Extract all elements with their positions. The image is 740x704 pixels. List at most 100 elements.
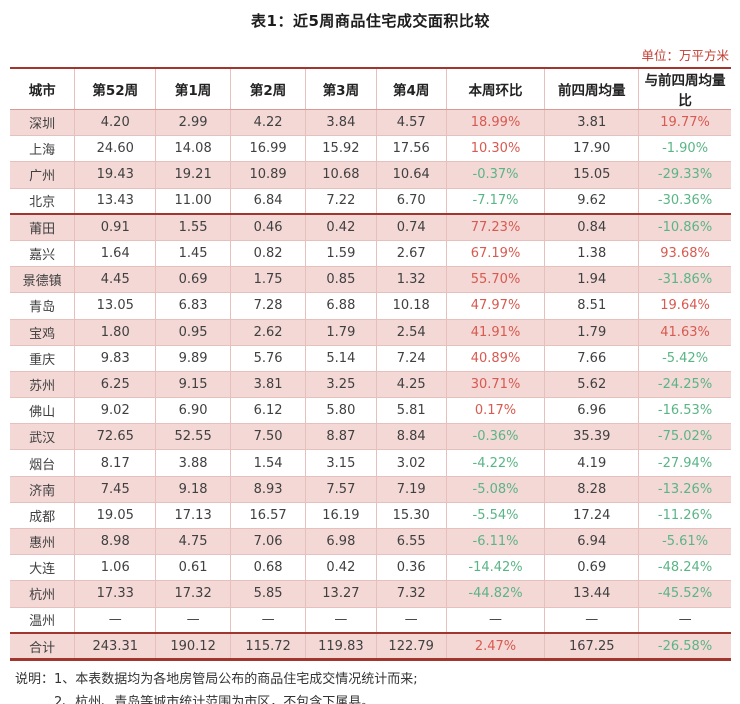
value-cell: -11.26% (638, 502, 731, 530)
value-cell: 8.87 (305, 423, 377, 451)
value-cell: -44.82% (445, 580, 545, 608)
value-cell: 1.64 (74, 240, 156, 268)
value-cell: 9.89 (155, 345, 231, 372)
value-cell: 7.24 (375, 345, 447, 372)
value-cell: — (230, 607, 306, 635)
value-cell: 17.13 (155, 502, 231, 530)
value-cell: 18.99% (445, 109, 545, 137)
notes-block: 说明： 1、本表数据均为各地房管局公布的商品住宅成交情况统计而来; 2、杭州、青岛… (15, 669, 731, 704)
value-cell: -48.24% (638, 554, 731, 582)
table-row: 嘉兴 1.64 1.45 0.82 1.59 2.67 67.19% 1.38 93.68% (10, 240, 731, 268)
value-cell: 72.65 (74, 423, 156, 451)
value-cell: -5.08% (445, 476, 545, 503)
value-cell: 2.67 (375, 240, 447, 268)
value-cell: -6.11% (445, 528, 545, 556)
value-cell: 5.14 (305, 345, 377, 372)
note-item: 2、杭州、青岛等城市统计范围为市区，不包含下属县。 (54, 694, 375, 704)
table-row: 青岛 13.05 6.83 7.28 6.88 10.18 47.97% 8.51 19.64% (10, 292, 731, 320)
note-item: 1、本表数据均为各地房管局公布的商品住宅成交情况统计而来; (54, 671, 418, 687)
value-cell: 4.45 (74, 266, 156, 294)
value-cell: 4.25 (375, 371, 447, 399)
value-cell: 1.32 (375, 266, 447, 294)
column-header: 本周环比 (445, 68, 545, 110)
value-cell: 0.42 (305, 554, 377, 582)
value-cell: 9.15 (155, 371, 231, 399)
value-cell: 9.02 (74, 397, 156, 425)
value-cell: -5.54% (445, 502, 545, 530)
value-cell: 30.71% (445, 371, 545, 399)
value-cell: 19.64% (638, 292, 731, 320)
value-cell: 167.25 (544, 633, 639, 660)
value-cell: 0.46 (230, 214, 306, 241)
value-cell: 8.84 (375, 423, 447, 451)
value-cell: 3.25 (305, 371, 377, 399)
value-cell: 17.24 (544, 502, 639, 530)
value-cell: 13.27 (305, 580, 377, 608)
table-row: 宝鸡 1.80 0.95 2.62 1.79 2.54 41.91% 1.79 41.63% (10, 319, 731, 346)
value-cell: 6.55 (375, 528, 447, 556)
value-cell: 1.06 (74, 554, 156, 582)
value-cell: 15.30 (375, 502, 447, 530)
value-cell: 6.25 (74, 371, 156, 399)
value-cell: 7.50 (230, 423, 306, 451)
value-cell: 7.19 (375, 476, 447, 503)
value-cell: 4.22 (230, 109, 306, 137)
value-cell: 52.55 (155, 423, 231, 451)
value-cell: 17.33 (74, 580, 156, 608)
value-cell: 0.95 (155, 319, 231, 346)
value-cell: 10.18 (375, 292, 447, 320)
value-cell: 119.83 (305, 633, 377, 660)
value-cell: 11.00 (155, 188, 231, 216)
value-cell: -7.17% (445, 188, 545, 216)
column-header: 与前四周均量比 (638, 68, 731, 110)
value-cell: 5.62 (544, 371, 639, 399)
value-cell: 5.76 (230, 345, 306, 372)
value-cell: 243.31 (74, 633, 156, 660)
value-cell: 10.89 (230, 161, 306, 189)
city-cell: 广州 (10, 161, 75, 189)
value-cell: — (445, 607, 545, 635)
table-row: 杭州 17.33 17.32 5.85 13.27 7.32 -44.82% 13.44 -45… (10, 580, 731, 608)
value-cell: 3.81 (230, 371, 306, 399)
value-cell: 6.70 (375, 188, 447, 216)
value-cell: 2.47% (445, 633, 545, 660)
value-cell: 0.84 (544, 214, 639, 241)
value-cell: -4.22% (445, 449, 545, 477)
column-header: 第52周 (74, 68, 156, 110)
value-cell: 7.22 (305, 188, 377, 216)
table-row: 烟台 8.17 3.88 1.54 3.15 3.02 -4.22% 4.19 -27.94% (10, 449, 731, 477)
value-cell: — (305, 607, 377, 635)
value-cell: 1.38 (544, 240, 639, 268)
table-header: 城市 第52周 第1周 第2周 第3周 第4周 本周环比 前四周均量 与前四周均量比 (10, 68, 731, 110)
table-row: 武汉 72.65 52.55 7.50 8.87 8.84 -0.36% 35.39 -75.0… (10, 423, 731, 451)
value-cell: — (638, 607, 731, 635)
city-cell: 惠州 (10, 528, 75, 556)
value-cell: -27.94% (638, 449, 731, 477)
table-row: 重庆 9.83 9.89 5.76 5.14 7.24 40.89% 7.66 -5.42% (10, 345, 731, 372)
value-cell: 190.12 (155, 633, 231, 660)
value-cell: 6.94 (544, 528, 639, 556)
city-cell: 合计 (10, 633, 75, 660)
table-row: 景德镇 4.45 0.69 1.75 0.85 1.32 55.70% 1.94 -31.86% (10, 266, 731, 294)
value-cell: — (155, 607, 231, 635)
value-cell: -31.86% (638, 266, 731, 294)
column-header: 第2周 (230, 68, 306, 110)
value-cell: 77.23% (445, 214, 545, 241)
transaction-area-table: 城市 第52周 第1周 第2周 第3周 第4周 本周环比 前四周均量 与前四周均量比 深圳 4.2… (10, 67, 731, 661)
value-cell: 13.05 (74, 292, 156, 320)
value-cell: -30.36% (638, 188, 731, 216)
value-cell: 122.79 (375, 633, 447, 660)
city-cell: 重庆 (10, 345, 75, 372)
value-cell: 1.75 (230, 266, 306, 294)
value-cell: 41.63% (638, 319, 731, 346)
value-cell: 19.43 (74, 161, 156, 189)
city-cell: 北京 (10, 188, 75, 216)
value-cell: -16.53% (638, 397, 731, 425)
city-cell: 苏州 (10, 371, 75, 399)
value-cell: 0.36 (375, 554, 447, 582)
notes-items: 1、本表数据均为各地房管局公布的商品住宅成交情况统计而来; 2、杭州、青岛等城市统… (54, 669, 418, 704)
value-cell: 3.15 (305, 449, 377, 477)
value-cell: 8.93 (230, 476, 306, 503)
value-cell: 4.19 (544, 449, 639, 477)
value-cell: 2.54 (375, 319, 447, 346)
